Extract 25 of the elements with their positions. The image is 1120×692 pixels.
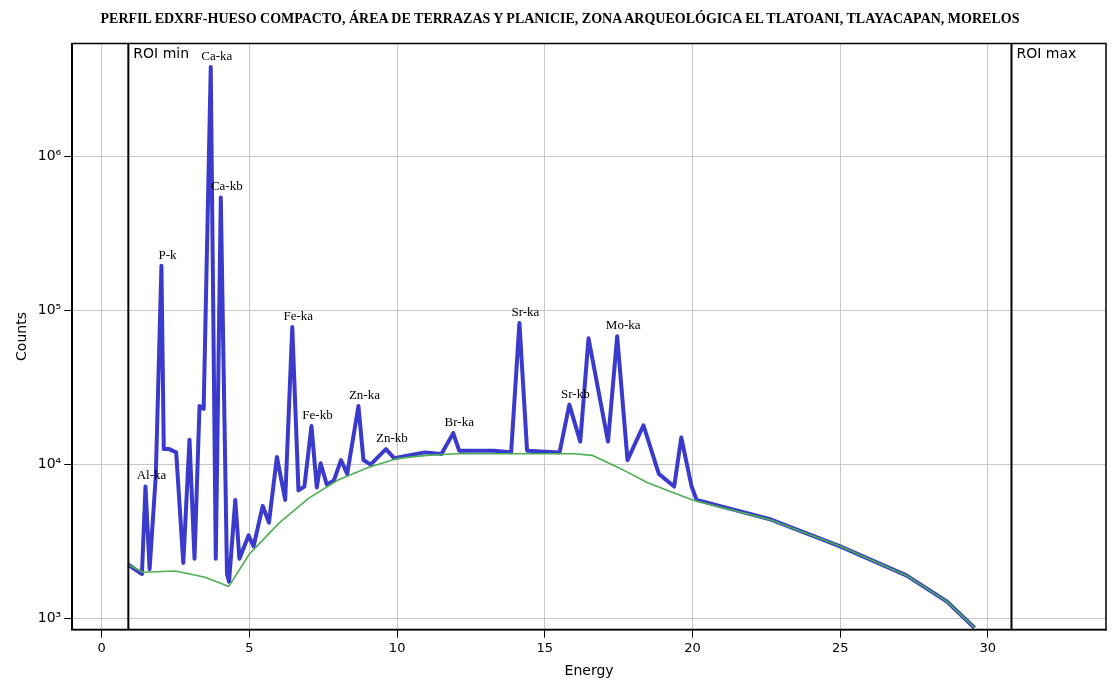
x-tick-label: 30 bbox=[979, 639, 997, 655]
x-tick-label: 10 bbox=[388, 639, 406, 655]
ref-line-label: ROI min bbox=[133, 45, 190, 62]
y-tick-label: 10⁴ bbox=[37, 455, 62, 472]
x-tick-label: 5 bbox=[245, 639, 254, 655]
annotation: Fe-kb bbox=[302, 406, 333, 422]
annotation: Zn-ka bbox=[348, 386, 381, 402]
y-tick-label: 10³ bbox=[37, 609, 62, 626]
annotation: Mo-ka bbox=[605, 317, 641, 333]
annotation: Sr-ka bbox=[511, 303, 540, 319]
x-tick-label: 20 bbox=[684, 639, 701, 655]
annotation: P-k bbox=[158, 246, 177, 262]
y-axis-title: Counts bbox=[13, 312, 30, 361]
ref-line-label: ROI max bbox=[1016, 45, 1077, 62]
chart-title: PERFIL EDXRF-HUESO COMPACTO, ÁREA DE TERRAZAS Y PLANICIE, ZONA ARQUEOLÓGICA EL TLATOANI, TLAYACAPAN, MORELOS bbox=[99, 9, 1021, 28]
x-tick-label: 25 bbox=[831, 639, 849, 655]
y-tick-label: 10⁵ bbox=[37, 301, 62, 318]
annotation: Br-ka bbox=[444, 414, 475, 430]
annotation: Zn-kb bbox=[376, 430, 408, 446]
x-tick-label: 0 bbox=[97, 639, 106, 655]
annotation: Ca-ka bbox=[201, 47, 233, 63]
x-tick-label: 15 bbox=[536, 639, 554, 655]
y-tick-label: 10⁶ bbox=[37, 146, 62, 163]
x-axis-title: Energy bbox=[564, 662, 614, 679]
annotation: Fe-ka bbox=[283, 307, 314, 323]
